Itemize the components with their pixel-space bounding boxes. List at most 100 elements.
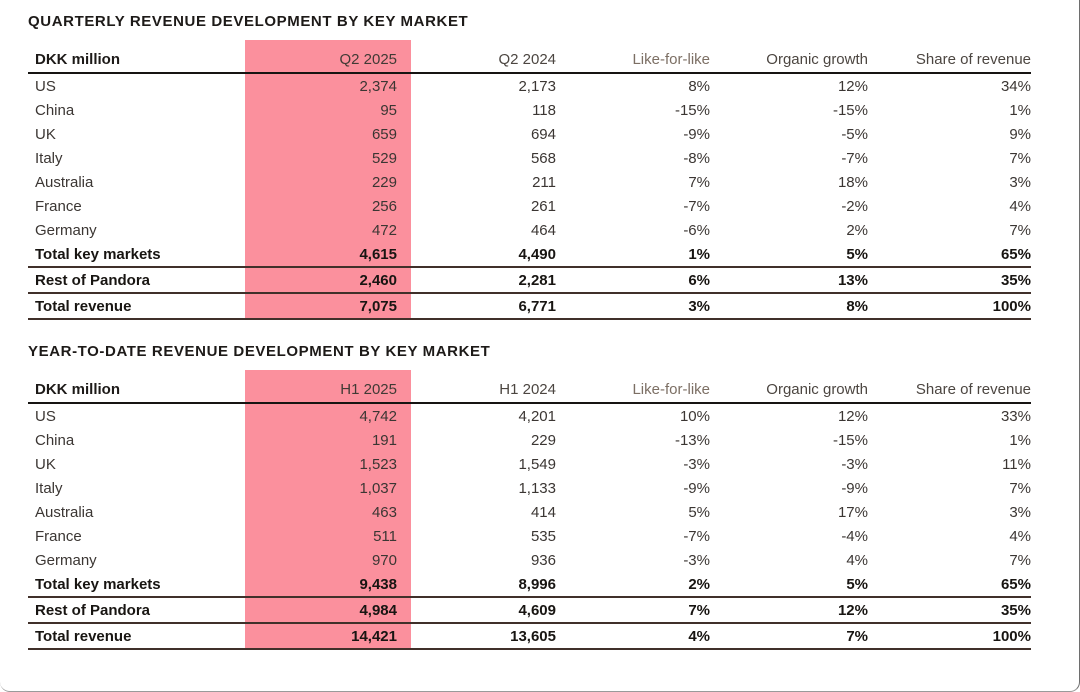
table-row: UK 1,523 1,549 -3% -3% 11% bbox=[28, 452, 1031, 476]
cell-value: -9% bbox=[841, 479, 868, 497]
cell-value: 4,201 bbox=[518, 407, 556, 425]
row-label: Germany bbox=[35, 551, 97, 569]
cell-value: 463 bbox=[245, 500, 411, 524]
cell-value: -7% bbox=[683, 527, 710, 545]
cell-value: 7% bbox=[1009, 479, 1031, 497]
cell-value: 13,605 bbox=[411, 623, 560, 650]
cell-value: 7% bbox=[1009, 551, 1031, 569]
cell-value: 4% bbox=[1009, 527, 1031, 545]
cell-value: 568 bbox=[530, 149, 556, 167]
table-row: Australia 463 414 5% 17% 3% bbox=[28, 500, 1031, 524]
column-header: Q2 2025 bbox=[245, 40, 411, 74]
cell-value: 4% bbox=[560, 623, 710, 650]
table-row: Total key markets 4,615 4,490 1% 5% 65% bbox=[28, 242, 1031, 268]
cell-value: 8,996 bbox=[411, 572, 560, 598]
table-row: Italy 1,037 1,133 -9% -9% 7% bbox=[28, 476, 1031, 500]
table-row: China 95 118 -15% -15% 1% bbox=[28, 98, 1031, 122]
table-header-row: DKK million H1 2025 H1 2024 Like-for-like Or… bbox=[28, 370, 1031, 404]
cell-value: 34% bbox=[1000, 77, 1031, 95]
cell-value: 1,037 bbox=[245, 476, 411, 500]
row-label: UK bbox=[35, 455, 56, 473]
row-label: Italy bbox=[35, 149, 63, 167]
cell-value: 33% bbox=[1000, 407, 1031, 425]
cell-value: 256 bbox=[245, 194, 411, 218]
cell-value: 464 bbox=[530, 221, 556, 239]
cell-value: 6,771 bbox=[411, 293, 560, 320]
column-header: Share of revenue bbox=[868, 370, 1031, 404]
cell-value: -5% bbox=[841, 125, 868, 143]
column-header: Organic growth bbox=[710, 370, 868, 404]
cell-value: 511 bbox=[245, 524, 411, 548]
table-row: US 2,374 2,173 8% 12% 34% bbox=[28, 73, 1031, 98]
cell-value: 414 bbox=[530, 503, 556, 521]
table-row: China 191 229 -13% -15% 1% bbox=[28, 428, 1031, 452]
row-label: UK bbox=[35, 125, 56, 143]
table-row: France 256 261 -7% -2% 4% bbox=[28, 194, 1031, 218]
row-label: Total revenue bbox=[28, 623, 245, 650]
row-label: Australia bbox=[35, 503, 94, 521]
table-row: Total revenue 7,075 6,771 3% 8% 100% bbox=[28, 293, 1031, 320]
cell-value: 7% bbox=[1009, 221, 1031, 239]
cell-value: -3% bbox=[683, 455, 710, 473]
cell-value: 472 bbox=[245, 218, 411, 242]
cell-value: 2,374 bbox=[245, 73, 411, 98]
cell-value: 118 bbox=[532, 101, 556, 119]
cell-value: 4,490 bbox=[411, 242, 560, 268]
table-row: UK 659 694 -9% -5% 9% bbox=[28, 122, 1031, 146]
cell-value: 13% bbox=[710, 267, 868, 294]
table-row: Total key markets 9,438 8,996 2% 5% 65% bbox=[28, 572, 1031, 598]
cell-value: 7% bbox=[688, 173, 710, 191]
table-row: Germany 472 464 -6% 2% 7% bbox=[28, 218, 1031, 242]
cell-value: 4,984 bbox=[245, 597, 411, 624]
cell-value: 5% bbox=[688, 503, 710, 521]
cell-value: 529 bbox=[245, 146, 411, 170]
row-label: France bbox=[35, 197, 82, 215]
table-row: Total revenue 14,421 13,605 4% 7% 100% bbox=[28, 623, 1031, 650]
cell-value: 10% bbox=[679, 407, 710, 425]
column-header: Q2 2024 bbox=[411, 40, 560, 74]
cell-value: -7% bbox=[683, 197, 710, 215]
cell-value: 1% bbox=[560, 242, 710, 268]
cell-value: 3% bbox=[560, 293, 710, 320]
cell-value: 1,523 bbox=[245, 452, 411, 476]
cell-value: -4% bbox=[841, 527, 868, 545]
cell-value: 4,742 bbox=[245, 403, 411, 428]
cell-value: 229 bbox=[530, 431, 556, 449]
cell-value: 7% bbox=[560, 597, 710, 624]
cell-value: 12% bbox=[710, 597, 868, 624]
cell-value: 6% bbox=[560, 267, 710, 294]
cell-value: -7% bbox=[841, 149, 868, 167]
cell-value: 4,609 bbox=[411, 597, 560, 624]
row-label: France bbox=[35, 527, 82, 545]
cell-value: 2,281 bbox=[411, 267, 560, 294]
table-row: Australia 229 211 7% 18% 3% bbox=[28, 170, 1031, 194]
unit-column-header: DKK million bbox=[28, 40, 245, 74]
quarterly-revenue-table: DKK million Q2 2025 Q2 2024 Like-for-like Or… bbox=[28, 40, 1031, 320]
cell-value: 261 bbox=[530, 197, 556, 215]
cell-value: 14,421 bbox=[245, 623, 411, 650]
cell-value: 936 bbox=[530, 551, 556, 569]
cell-value: 1% bbox=[1009, 101, 1031, 119]
row-label: Italy bbox=[35, 479, 63, 497]
cell-value: 100% bbox=[868, 623, 1031, 650]
cell-value: 4% bbox=[846, 551, 868, 569]
cell-value: 65% bbox=[868, 242, 1031, 268]
cell-value: -8% bbox=[683, 149, 710, 167]
cell-value: 694 bbox=[530, 125, 556, 143]
row-label: Rest of Pandora bbox=[28, 267, 245, 294]
cell-value: -15% bbox=[674, 101, 710, 119]
cell-value: 5% bbox=[710, 572, 868, 598]
table-row: Rest of Pandora 2,460 2,281 6% 13% 35% bbox=[28, 267, 1031, 294]
cell-value: 659 bbox=[245, 122, 411, 146]
cell-value: 100% bbox=[868, 293, 1031, 320]
cell-value: 2,460 bbox=[245, 267, 411, 294]
cell-value: 3% bbox=[1009, 503, 1031, 521]
cell-value: 191 bbox=[245, 428, 411, 452]
cell-value: 970 bbox=[245, 548, 411, 572]
cell-value: 7% bbox=[710, 623, 868, 650]
column-header: H1 2025 bbox=[245, 370, 411, 404]
row-label: Total key markets bbox=[28, 572, 245, 598]
row-label: Rest of Pandora bbox=[28, 597, 245, 624]
cell-value: 12% bbox=[837, 407, 868, 425]
